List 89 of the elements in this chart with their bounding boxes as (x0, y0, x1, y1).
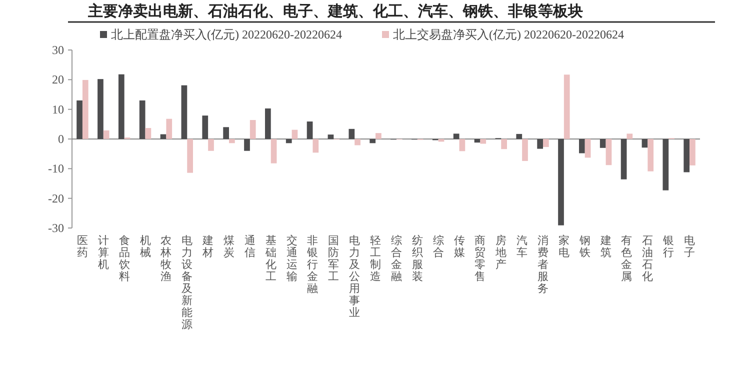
x-tick-label: 商贸零售 (474, 234, 486, 283)
x-tick-label: 煤炭 (224, 235, 234, 259)
bar (648, 139, 654, 172)
y-tick-label: -20 (48, 191, 64, 206)
bar (265, 108, 271, 139)
bar (292, 130, 298, 139)
x-tick-label: 汽车 (516, 235, 528, 259)
bar (270, 139, 277, 164)
bar (516, 134, 522, 139)
bar (537, 139, 543, 149)
bar (139, 100, 146, 139)
bar (453, 134, 460, 139)
bar (250, 120, 256, 139)
bar (286, 139, 292, 144)
x-tick-label: 机械 (140, 235, 151, 259)
bar (328, 134, 334, 139)
x-tick-label: 家电 (558, 234, 570, 259)
bar (181, 85, 188, 139)
bar (662, 139, 669, 190)
bar (626, 134, 633, 139)
bar (208, 139, 214, 151)
bar (579, 139, 585, 154)
chart-title: 主要净卖出电新、石油石化、电子、建筑、化工、汽车、钢铁、非银等板块 (87, 2, 583, 20)
bar (558, 139, 564, 226)
bar (187, 139, 193, 173)
x-tick-label: 医药 (76, 235, 88, 259)
x-tick-label: 通信 (244, 234, 256, 259)
bar (684, 139, 690, 172)
y-tick-label: 10 (52, 102, 64, 116)
x-tick-label: 基础化工 (264, 234, 276, 283)
x-tick-label: 纺织服装 (412, 234, 423, 283)
bar (606, 139, 612, 166)
x-tick-label: 计算机 (98, 234, 109, 271)
bar (202, 116, 208, 139)
bar (223, 127, 229, 139)
y-tick-label: -10 (48, 162, 64, 176)
bar (690, 139, 696, 166)
x-tick-label: 传媒 (454, 235, 465, 259)
bar (354, 139, 360, 146)
bar (459, 139, 466, 152)
x-tick-label: 消费者服务 (538, 234, 548, 295)
bar (620, 139, 627, 180)
x-tick-label: 农林牧渔 (160, 235, 172, 283)
bar (98, 79, 104, 139)
x-tick-label: 建筑 (599, 234, 612, 259)
x-tick-label: 电力设备及新能源 (182, 234, 193, 331)
x-tick-label: 电力及公用事业 (349, 234, 360, 319)
bar (480, 139, 486, 144)
bar (642, 139, 648, 148)
legend-label: 北上交易盘净买入(亿元) 20220620-20220624 (393, 28, 624, 42)
x-tick-label: 有色金属 (621, 235, 632, 283)
x-tick-label: 综合金融 (390, 234, 402, 283)
x-tick-label: 综合 (432, 234, 444, 259)
bar (76, 100, 82, 139)
x-tick-label: 银行 (662, 235, 674, 259)
x-tick-label: 轻工制造 (370, 235, 382, 283)
bar (229, 139, 235, 144)
x-tick-label: 非银行金融 (306, 234, 318, 295)
x-tick-label: 国防军工 (328, 235, 340, 283)
bar (370, 139, 376, 144)
bar (118, 74, 124, 139)
y-tick-label: 30 (52, 43, 64, 57)
x-tick-label: 交通运输 (286, 234, 298, 283)
x-tick-label: 房地产 (494, 234, 507, 271)
bar (348, 128, 355, 139)
bar (145, 128, 152, 139)
legend-label: 北上配置盘净买入(亿元) 20220620-20220624 (111, 28, 342, 42)
x-tick-label: 建材 (202, 234, 214, 259)
bar (543, 139, 549, 148)
x-tick-label: 钢铁 (578, 235, 590, 259)
bar (474, 139, 480, 143)
bar (312, 139, 319, 153)
bar (103, 130, 110, 139)
y-tick-label: -30 (48, 221, 64, 235)
y-tick-label: 20 (52, 72, 64, 87)
bar (584, 139, 591, 158)
x-tick-label: 石油石化 (642, 235, 654, 283)
y-tick-label: 0 (58, 132, 64, 146)
bar (166, 118, 172, 139)
bar (244, 139, 250, 151)
x-tick-label: 食品饮料 (118, 235, 130, 283)
bar (600, 139, 606, 148)
bar (82, 80, 88, 139)
x-tick-label: 电子 (684, 234, 696, 259)
bar (501, 139, 507, 150)
bar (376, 133, 382, 139)
bar (564, 74, 570, 139)
bar (522, 139, 528, 161)
bar (306, 121, 313, 139)
